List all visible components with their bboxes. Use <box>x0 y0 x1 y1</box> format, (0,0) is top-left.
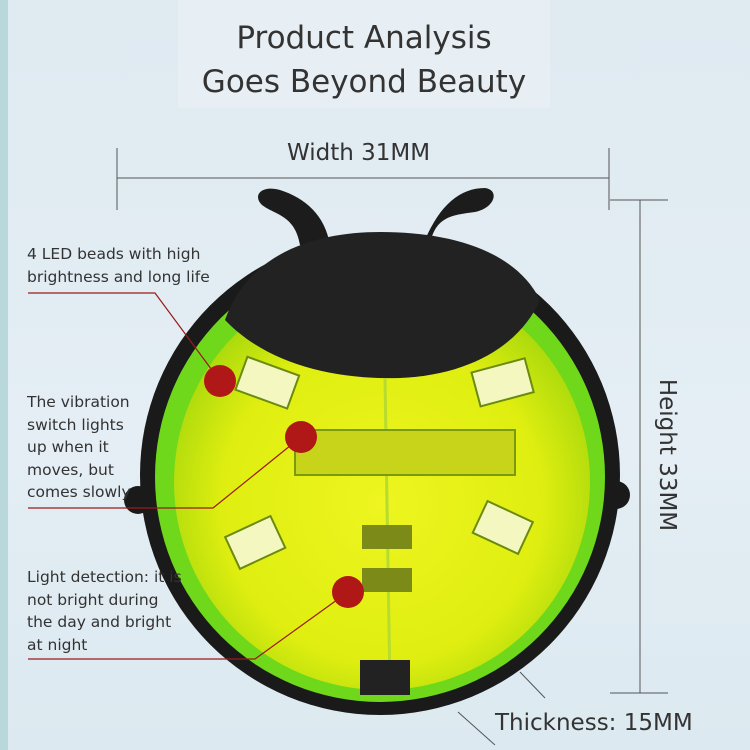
light-sensor <box>362 568 412 592</box>
width-dimension-line <box>116 148 610 210</box>
left-edge-band <box>0 0 8 750</box>
title-line-2: Goes Beyond Beauty <box>201 64 527 100</box>
callout-lines <box>28 292 349 660</box>
callout-light-detection: Light detection: it is not bright during… <box>27 568 182 654</box>
vibration-switch <box>294 429 516 476</box>
led-beads <box>223 355 535 571</box>
title-box: Product Analysis Goes Beyond Beauty <box>178 0 550 108</box>
callout-led-beads: 4 LED beads with high brightness and lon… <box>27 245 210 286</box>
marker-vibration <box>285 421 317 453</box>
thickness-label: Thickness: 15MM <box>495 710 693 736</box>
callout-markers <box>204 365 364 608</box>
thickness-dimension-line <box>457 671 546 746</box>
height-label: Height 33MM <box>654 378 680 532</box>
title-line-1: Product Analysis <box>236 20 492 56</box>
resistor <box>362 525 412 549</box>
width-label: Width 31MM <box>287 140 431 166</box>
antennae <box>258 188 494 245</box>
bottom-clip <box>360 660 410 695</box>
marker-led <box>204 365 236 397</box>
height-dimension-line <box>610 199 668 694</box>
marker-light <box>332 576 364 608</box>
callout-vibration-switch: The vibration switch lights up when it m… <box>27 393 131 501</box>
head <box>225 232 540 379</box>
